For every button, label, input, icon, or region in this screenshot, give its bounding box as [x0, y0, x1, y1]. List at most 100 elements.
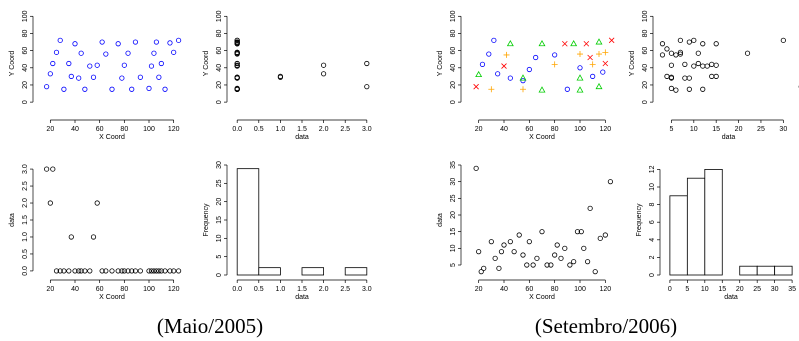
panel: 20 40 60 80 100 120 X Coord 0 20 40 60 80 100 Y Coord: [437, 10, 615, 141]
y-tick-label: 1.0: [22, 232, 29, 242]
y-tick-label: 20: [216, 81, 223, 89]
point: [507, 239, 513, 245]
point: [686, 86, 692, 92]
y-tick-label: 6: [649, 220, 656, 224]
bar: [344, 267, 368, 276]
point: [538, 39, 546, 47]
y-tick-label: 8: [649, 203, 656, 207]
point: [234, 37, 240, 43]
point: [548, 262, 554, 268]
point: [700, 86, 706, 92]
point: [691, 63, 697, 69]
x-tick-label: 80: [120, 286, 128, 293]
point: [577, 65, 583, 71]
point: [277, 74, 283, 80]
x-tick-label: 30: [771, 286, 779, 293]
point: [99, 39, 105, 45]
point: [171, 49, 177, 55]
point: [151, 50, 157, 56]
point: [121, 62, 127, 68]
point: [558, 255, 564, 261]
x-tick-label: 40: [500, 126, 508, 133]
panel: 20 40 60 80 100 120 X Coord 5 10 15 20 25 30 35 data: [437, 161, 614, 301]
point: [695, 60, 701, 67]
point: [234, 63, 240, 69]
point: [158, 268, 164, 274]
point: [94, 200, 100, 206]
point: [115, 41, 121, 47]
point: [87, 268, 93, 274]
point: [581, 245, 587, 251]
y-tick-label: 15: [216, 216, 223, 224]
y-tick-label: 12: [649, 165, 656, 173]
point: [507, 75, 513, 81]
point: [234, 86, 240, 92]
point: [713, 41, 719, 47]
point: [587, 54, 593, 61]
x-axis-label: X Coord: [99, 134, 125, 141]
x-tick-label: 2.0: [319, 286, 329, 293]
y-axis-label: data: [9, 213, 16, 227]
point: [780, 37, 786, 43]
x-tick-label: 60: [525, 126, 533, 133]
y-axis-label: Y Coord: [9, 51, 16, 77]
point: [554, 242, 560, 248]
y-tick-label: 40: [22, 64, 29, 72]
point: [53, 49, 60, 55]
x-tick-label: 0.5: [254, 286, 264, 293]
y-tick-label: 5: [450, 263, 457, 267]
y-tick-label: 2: [649, 255, 656, 259]
y-axis-label: Frequency: [203, 203, 210, 237]
y-tick-label: 60: [642, 47, 649, 55]
point: [176, 268, 182, 274]
y-tick-label: 5: [216, 255, 223, 259]
point: [44, 166, 50, 172]
panel: 0.0 0.5 1.0 1.5 2.0 2.5 3.0 data 0 20 40 60 80 100 Y C…: [203, 10, 372, 141]
point: [162, 86, 168, 92]
y-tick-label: 20: [642, 81, 649, 89]
point: [530, 262, 536, 268]
x-tick-label: 3.0: [362, 126, 372, 133]
x-tick-label: 30: [779, 126, 787, 133]
x-tick-label: 25: [753, 286, 761, 293]
point: [234, 40, 240, 46]
point: [538, 86, 546, 93]
point: [673, 87, 679, 93]
point: [567, 262, 573, 268]
y-axis-label: Frequency: [636, 203, 643, 237]
x-tick-label: 20: [475, 286, 483, 293]
y-tick-label: 0: [22, 100, 29, 104]
y-tick-label: 20: [216, 198, 223, 206]
point: [574, 229, 581, 235]
point: [57, 37, 63, 43]
point: [520, 86, 526, 93]
point: [552, 252, 558, 258]
y-tick-label: 80: [22, 29, 29, 37]
y-tick-label: 3.0: [22, 164, 29, 174]
bar: [774, 265, 793, 276]
y-tick-label: 20: [22, 81, 29, 89]
point: [90, 234, 97, 240]
caption: (Maio/2005): [157, 314, 263, 338]
point: [121, 268, 127, 274]
x-tick-label: 20: [46, 286, 54, 293]
x-tick-label: 100: [143, 126, 155, 133]
point: [511, 249, 517, 255]
point: [78, 268, 84, 274]
point: [496, 265, 502, 271]
x-tick-label: 120: [168, 286, 180, 293]
point: [602, 232, 608, 238]
point: [76, 75, 82, 81]
x-axis-label: X Coord: [99, 294, 125, 301]
point: [364, 60, 370, 67]
point: [119, 268, 125, 274]
y-tick-label: 0: [216, 273, 223, 277]
point: [137, 74, 143, 80]
y-tick-label: 40: [450, 64, 457, 72]
point: [659, 52, 666, 58]
x-tick-label: 10: [690, 126, 698, 133]
point: [488, 239, 494, 245]
point: [686, 75, 692, 81]
point: [533, 54, 539, 61]
x-tick-label: 120: [599, 286, 611, 293]
